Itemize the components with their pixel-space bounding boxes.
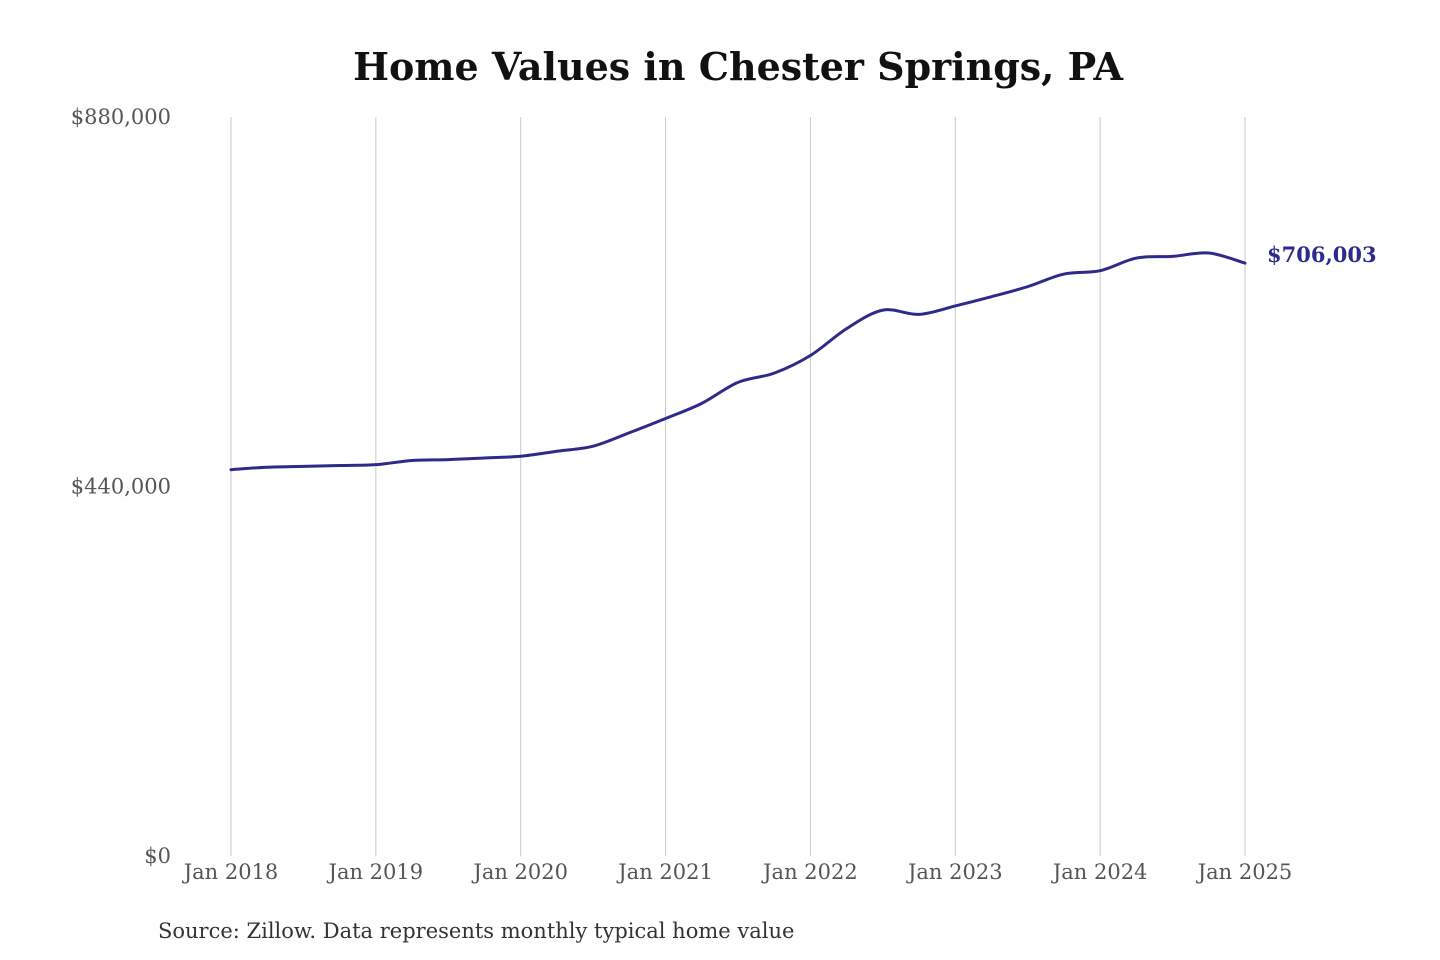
x-tick-label: Jan 2018: [182, 860, 279, 884]
grid-layer: [230, 117, 1246, 856]
x-tick-label: Jan 2019: [327, 860, 424, 884]
y-tick-label: $0: [144, 844, 171, 868]
x-tick-label: Jan 2021: [616, 860, 713, 884]
series-line-0: [229, 251, 1247, 472]
x-tick-label: Jan 2022: [761, 860, 858, 884]
x-tick-label: Jan 2025: [1196, 860, 1293, 884]
source-note: Source: Zillow. Data represents monthly …: [158, 919, 794, 943]
series-layer: [229, 251, 1247, 472]
x-axis-ticks: Jan 2018 Jan 2019 Jan 2020 Jan 2021 Jan 2022…: [182, 860, 1293, 884]
end-value-label: $706,003: [1267, 242, 1377, 267]
x-tick-label: Jan 2020: [471, 860, 568, 884]
y-tick-label: $440,000: [71, 475, 171, 499]
x-tick-label: Jan 2024: [1051, 860, 1148, 884]
x-tick-label: Jan 2023: [906, 860, 1003, 884]
y-tick-label: $880,000: [71, 105, 171, 129]
y-axis-ticks: $0 $440,000 $880,000: [71, 105, 171, 868]
chart-title: Home Values in Chester Springs, PA: [353, 44, 1123, 89]
